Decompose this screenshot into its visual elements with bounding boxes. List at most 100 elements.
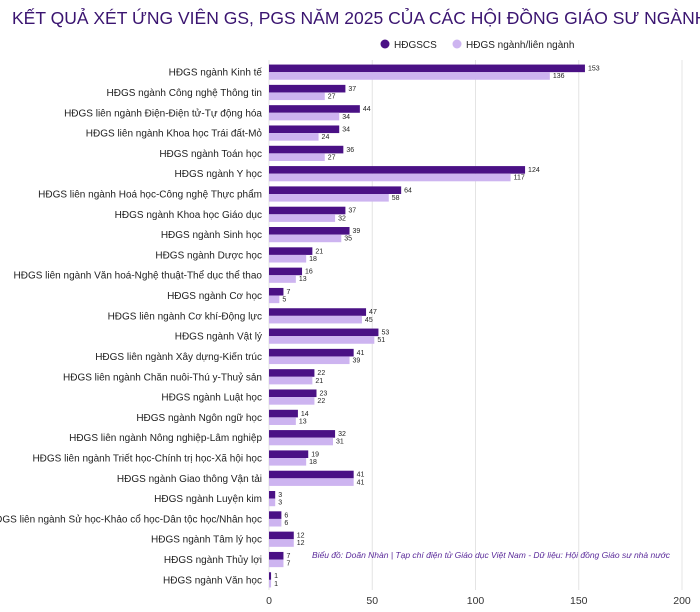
x-tick-label: 200: [673, 595, 691, 607]
bar: [269, 112, 340, 121]
bar: [269, 579, 272, 588]
category-label: HĐGS liên ngành Sử học-Khảo cổ học-Dân t…: [0, 513, 262, 525]
legend-swatch-hdgs-nganh: [452, 39, 462, 49]
data-label: 13: [299, 276, 307, 283]
bar: [269, 470, 354, 479]
data-label: 45: [365, 317, 373, 324]
bar: [269, 450, 309, 458]
bar: [269, 348, 354, 357]
bar: [269, 153, 325, 161]
legend-label-hdgs-nganh: HĐGS ngành/liên ngành: [466, 40, 574, 51]
bar: [269, 328, 379, 337]
bar: [269, 92, 325, 101]
data-label: 16: [305, 269, 313, 276]
x-tick-label: 100: [467, 595, 485, 607]
bar: [269, 267, 303, 276]
data-label: 7: [286, 553, 290, 560]
bar: [269, 572, 272, 580]
bar: [269, 369, 315, 377]
bar: [269, 214, 336, 222]
data-label: 41: [357, 479, 365, 486]
bar: [269, 105, 360, 113]
data-label: 35: [344, 236, 352, 243]
legend-swatch-hdgscs: [380, 39, 390, 49]
x-tick-label: 150: [570, 595, 588, 607]
data-label: 7: [286, 289, 290, 296]
data-label: 37: [348, 86, 356, 93]
bar: [269, 308, 367, 316]
category-label: HĐGS liên ngành Văn hoá-Nghệ thuật-Thể d…: [14, 270, 263, 282]
data-label: 124: [528, 167, 540, 174]
bar: [269, 206, 346, 215]
category-label: HĐGS ngành Dược học: [155, 250, 262, 261]
gridlines: [268, 60, 683, 590]
category-labels: HĐGS ngành Kinh tế HĐGS ngành Công nghệ T…: [0, 67, 262, 587]
category-label: HĐGS liên ngành Chăn nuôi-Thú y-Thuỷ sản: [63, 371, 262, 383]
x-axis: 0 50 100 150 200: [266, 595, 691, 607]
data-label: 22: [317, 398, 325, 405]
category-label: HĐGS liên ngành Điện-Điện tử-Tự động hóa: [64, 107, 262, 119]
data-label: 27: [328, 93, 336, 100]
bar: [269, 559, 284, 568]
data-label: 23: [319, 390, 327, 397]
data-label: 53: [381, 330, 389, 337]
data-label: 12: [297, 540, 305, 547]
category-label: HĐGS ngành Khoa học Giáo dục: [115, 210, 262, 221]
data-label: 51: [377, 337, 385, 344]
category-label: HĐGS ngành Cơ học: [167, 291, 262, 302]
bar: [269, 531, 294, 540]
category-label: HĐGS ngành Giao thông Vận tải: [117, 474, 262, 485]
bar: [269, 186, 402, 194]
category-label: HĐGS ngành Thủy lợi: [164, 554, 262, 566]
bar: [269, 430, 336, 438]
bar: [269, 173, 511, 182]
data-label: 34: [342, 126, 350, 133]
category-label: HĐGS liên ngành Xây dựng-Kiến trúc: [95, 351, 262, 363]
bar: [269, 498, 276, 507]
bar: [269, 376, 313, 385]
bar-groups: 1531363727443434243627124117645837323935…: [269, 64, 600, 588]
bar: [269, 125, 340, 134]
source-note: Biểu đồ: Doãn Nhàn | Tạp chí điện tử Giá…: [312, 550, 671, 560]
category-label: HĐGS liên ngành Triết học-Chính trị học-…: [32, 453, 262, 465]
bar: [269, 437, 334, 446]
bar: [269, 518, 282, 527]
x-tick-label: 50: [366, 595, 378, 607]
data-label: 27: [328, 154, 336, 161]
bar: [269, 389, 317, 398]
bar: [269, 166, 526, 174]
data-label: 153: [588, 66, 600, 73]
category-label: HĐGS ngành Văn học: [163, 575, 262, 586]
chart-legend: HĐGSCS HĐGS ngành/liên ngành: [380, 39, 574, 51]
data-label: 136: [553, 73, 565, 80]
legend-label-hdgscs: HĐGSCS: [394, 40, 437, 51]
category-label: HĐGS ngành Luật học: [161, 393, 262, 404]
bar: [269, 458, 307, 466]
data-label: 21: [315, 378, 323, 385]
bar: [269, 234, 342, 243]
bar: [269, 72, 550, 80]
data-label: 19: [311, 451, 319, 458]
bar: [269, 247, 313, 255]
data-label: 44: [363, 106, 371, 113]
bar: [269, 491, 276, 499]
data-label: 117: [514, 175, 525, 182]
data-label: 5: [282, 297, 286, 304]
data-label: 21: [315, 248, 323, 255]
category-label: HĐGS ngành Sinh học: [161, 230, 262, 241]
bar: [269, 227, 350, 235]
data-label: 32: [338, 431, 346, 438]
data-label: 64: [404, 187, 412, 194]
category-label: HĐGS liên ngành Nông nghiệp-Lâm nghiệp: [69, 433, 262, 444]
data-label: 1: [274, 573, 278, 580]
bar: [269, 275, 296, 283]
data-label: 47: [369, 309, 377, 316]
bar: [269, 315, 362, 324]
data-label: 41: [357, 350, 365, 357]
data-label: 32: [338, 215, 346, 222]
bar: [269, 397, 315, 405]
category-label: HĐGS ngành Kinh tế: [169, 67, 263, 79]
data-label: 41: [357, 472, 365, 479]
bar: [269, 64, 585, 73]
